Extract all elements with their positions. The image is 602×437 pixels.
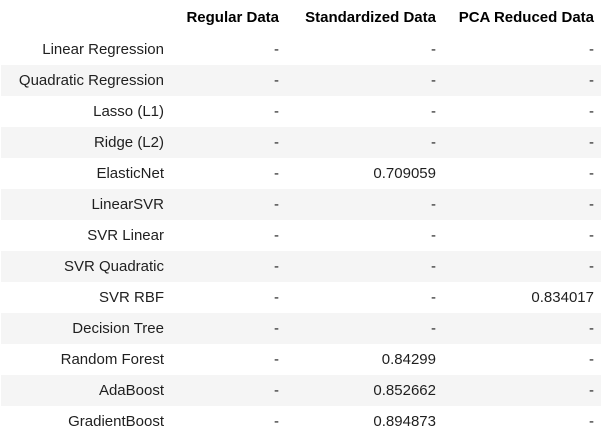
table-row: Quadratic Regression - - - bbox=[1, 65, 601, 96]
cell-standardized-data: - bbox=[431, 258, 436, 275]
table-row: Lasso (L1) - - - bbox=[1, 96, 601, 127]
cell-standardized-data: 0.709059 bbox=[373, 165, 436, 182]
table-row: SVR Quadratic - - - bbox=[1, 251, 601, 282]
column-header-pca-reduced-data: PCA Reduced Data bbox=[458, 9, 594, 26]
cell-regular-data: - bbox=[274, 196, 279, 213]
cell-pca-reduced-data: - bbox=[589, 134, 594, 151]
row-label: LinearSVR bbox=[91, 196, 164, 213]
cell-regular-data: - bbox=[274, 382, 279, 399]
cell-pca-reduced-data: - bbox=[589, 72, 594, 89]
cell-standardized-data: 0.894873 bbox=[373, 413, 436, 430]
cell-regular-data: - bbox=[274, 72, 279, 89]
cell-pca-reduced-data: 0.834017 bbox=[531, 289, 594, 306]
row-label: ElasticNet bbox=[96, 165, 164, 182]
cell-regular-data: - bbox=[274, 320, 279, 337]
row-label: Random Forest bbox=[60, 351, 164, 368]
table-row: GradientBoost - 0.894873 - bbox=[1, 406, 601, 437]
cell-regular-data: - bbox=[274, 41, 279, 58]
cell-standardized-data: 0.852662 bbox=[373, 382, 436, 399]
cell-standardized-data: - bbox=[431, 289, 436, 306]
row-label: SVR Linear bbox=[87, 227, 164, 244]
row-label: Lasso (L1) bbox=[93, 103, 164, 120]
cell-regular-data: - bbox=[274, 134, 279, 151]
table-row: Linear Regression - - - bbox=[1, 34, 601, 65]
cell-standardized-data: - bbox=[431, 72, 436, 89]
column-header-index bbox=[1, 0, 171, 34]
cell-standardized-data: - bbox=[431, 134, 436, 151]
table-body: Linear Regression - - - Quadratic Regres… bbox=[1, 34, 601, 437]
cell-standardized-data: - bbox=[431, 227, 436, 244]
cell-standardized-data: - bbox=[431, 41, 436, 58]
table-row: Ridge (L2) - - - bbox=[1, 127, 601, 158]
row-label: Linear Regression bbox=[42, 41, 164, 58]
table-header: Regular Data Standardized Data PCA Reduc… bbox=[1, 0, 601, 34]
cell-pca-reduced-data: - bbox=[589, 103, 594, 120]
table-row: AdaBoost - 0.852662 - bbox=[1, 375, 601, 406]
row-label: SVR RBF bbox=[98, 289, 164, 306]
cell-regular-data: - bbox=[274, 227, 279, 244]
cell-pca-reduced-data: - bbox=[589, 382, 594, 399]
cell-pca-reduced-data: - bbox=[589, 351, 594, 368]
cell-pca-reduced-data: - bbox=[589, 413, 594, 430]
table-row: Random Forest - 0.84299 - bbox=[1, 344, 601, 375]
table-row: ElasticNet - 0.709059 - bbox=[1, 158, 601, 189]
cell-pca-reduced-data: - bbox=[589, 320, 594, 337]
cell-regular-data: - bbox=[274, 351, 279, 368]
row-label: GradientBoost bbox=[68, 413, 164, 430]
header-row: Regular Data Standardized Data PCA Reduc… bbox=[1, 0, 601, 34]
row-label: Decision Tree bbox=[72, 320, 164, 337]
table-row: Decision Tree - - - bbox=[1, 313, 601, 344]
cell-standardized-data: - bbox=[431, 196, 436, 213]
column-header-standardized-data: Standardized Data bbox=[305, 9, 436, 26]
cell-pca-reduced-data: - bbox=[589, 227, 594, 244]
cell-regular-data: - bbox=[274, 258, 279, 275]
cell-regular-data: - bbox=[274, 165, 279, 182]
cell-regular-data: - bbox=[274, 103, 279, 120]
table-row: SVR Linear - - - bbox=[1, 220, 601, 251]
cell-standardized-data: - bbox=[431, 320, 436, 337]
cell-pca-reduced-data: - bbox=[589, 196, 594, 213]
table-row: LinearSVR - - - bbox=[1, 189, 601, 220]
row-label: Quadratic Regression bbox=[18, 72, 164, 89]
table-row: SVR RBF - - 0.834017 bbox=[1, 282, 601, 313]
cell-standardized-data: - bbox=[431, 103, 436, 120]
cell-regular-data: - bbox=[274, 413, 279, 430]
cell-standardized-data: 0.84299 bbox=[381, 351, 436, 368]
cell-pca-reduced-data: - bbox=[589, 165, 594, 182]
cell-pca-reduced-data: - bbox=[589, 258, 594, 275]
row-label: SVR Quadratic bbox=[63, 258, 164, 275]
cell-regular-data: - bbox=[274, 289, 279, 306]
cell-pca-reduced-data: - bbox=[589, 41, 594, 58]
column-header-regular-data: Regular Data bbox=[186, 9, 279, 26]
row-label: Ridge (L2) bbox=[93, 134, 164, 151]
row-label: AdaBoost bbox=[98, 382, 164, 399]
